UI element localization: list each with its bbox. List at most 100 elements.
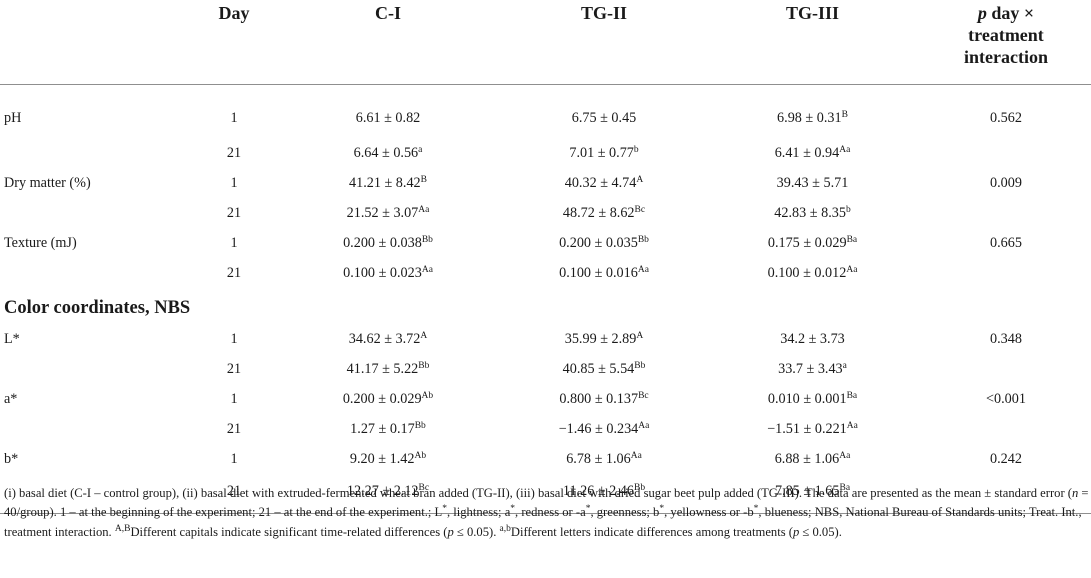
tg2-cell-superscript: b <box>633 145 639 155</box>
c1-cell-value: 6.64 ± 0.56 <box>353 145 419 161</box>
tg3-cell-superscript: a <box>842 361 847 371</box>
c1-cell-superscript: A <box>420 331 428 341</box>
parameter-cell: L* <box>4 331 20 347</box>
table-row: 21 21.52 ± 3.07Aa 48.72 ± 8.62Bc 42.83 ± 8.… <box>0 199 1091 229</box>
table-footnote: (i) basal diet (C-I – control group), (i… <box>4 484 1089 542</box>
p-interaction-cell <box>921 355 1091 385</box>
tg2-cell-value: 48.72 ± 8.62 <box>562 205 635 221</box>
parameter-cell: b* <box>4 451 19 467</box>
header-day: Day <box>190 0 272 85</box>
p-interaction-cell: 0.665 <box>990 235 1022 251</box>
header-parameter <box>0 0 190 85</box>
tg3-cell: 34.2 ± 3.73 <box>704 325 921 355</box>
header-row: Day C-I TG-II TG-III p day × treatment int… <box>0 0 1091 85</box>
c1-cell-superscript: a <box>418 145 423 155</box>
day-cell: 1 <box>230 235 238 251</box>
p-interaction-cell: 0.562 <box>990 110 1022 126</box>
c1-cell-superscript: Aa <box>418 205 430 215</box>
footnote-p: p <box>447 524 454 539</box>
section-title: Color coordinates, NBS <box>4 298 191 318</box>
tg2-cell-superscript: Aa <box>637 265 649 275</box>
table-row: b* 1 9.20 ± 1.42Ab 6.78 ± 1.06Aa 6.88 ± 1.06… <box>0 445 1091 475</box>
tg2-cell-value: 0.200 ± 0.035 <box>559 235 638 251</box>
tg2-cell-value: 7.01 ± 0.77 <box>569 145 634 161</box>
tg3-cell: 6.98 ± 0.31B <box>704 84 921 139</box>
tg2-cell: 0.100 ± 0.016Aa <box>504 259 704 289</box>
c1-cell-value: 6.61 ± 0.82 <box>355 110 421 126</box>
p-interaction-cell <box>921 199 1091 229</box>
c1-cell: 21.52 ± 3.07Aa <box>272 199 504 229</box>
p-interaction-cell: 0.348 <box>990 331 1022 347</box>
p-interaction-cell <box>921 474 1091 514</box>
tg3-cell: −1.51 ± 0.221Aa <box>704 415 921 445</box>
day-cell: 1 <box>230 110 238 126</box>
c1-cell: 34.62 ± 3.72A <box>272 325 504 355</box>
tg3-cell-value: 33.7 ± 3.43 <box>778 361 843 377</box>
tg2-cell-superscript: A <box>636 331 644 341</box>
tg2-cell-value: 35.99 ± 2.89 <box>564 331 637 347</box>
tg2-cell: −1.46 ± 0.234Aa <box>504 415 704 445</box>
footnote-text: Different capitals indicate significant … <box>130 524 448 539</box>
header-p-symbol: p <box>977 3 987 23</box>
parameter-cell <box>0 415 190 445</box>
tg3-cell: 7.85 ± 1.65Ba <box>704 474 921 514</box>
c1-cell: 6.61 ± 0.82 <box>272 84 504 139</box>
day-cell: 1 <box>230 451 238 467</box>
c1-cell: 41.21 ± 8.42B <box>272 169 504 199</box>
tg3-cell-superscript: Ba <box>846 391 858 401</box>
tg2-cell: 6.75 ± 0.45 <box>504 84 704 139</box>
day-cell: 21 <box>226 265 242 281</box>
c1-cell-value: 9.20 ± 1.42 <box>349 451 415 467</box>
tg3-cell-value: −1.51 ± 0.221 <box>767 421 847 437</box>
footnote-sup: A,B <box>114 523 131 534</box>
header-p-line2: treatment <box>968 25 1044 45</box>
header-c1: C-I <box>272 0 504 85</box>
footnote-text: , redness or -a <box>515 505 586 520</box>
tg3-cell-superscript: Ba <box>839 483 851 493</box>
tg2-cell: 0.800 ± 0.137Bc <box>504 385 704 415</box>
tg2-cell-superscript: Bc <box>634 205 646 215</box>
tg2-cell-value: 40.85 ± 5.54 <box>562 361 635 377</box>
parameter-cell <box>0 259 190 289</box>
tg2-cell-superscript: A <box>636 175 644 185</box>
tg2-cell: 40.85 ± 5.54Bb <box>504 355 704 385</box>
day-cell: 21 <box>190 474 272 514</box>
c1-cell: 0.200 ± 0.038Bb <box>272 229 504 259</box>
day-cell: 1 <box>230 175 238 191</box>
tg3-cell-superscript: Aa <box>846 265 858 275</box>
p-interaction-cell: 0.009 <box>990 175 1022 191</box>
parameter-cell <box>0 139 190 169</box>
c1-cell: 0.100 ± 0.023Aa <box>272 259 504 289</box>
footnote-n: n <box>1071 486 1079 500</box>
tg2-cell-value: 0.800 ± 0.137 <box>559 391 639 407</box>
tg2-cell-value: −1.46 ± 0.234 <box>558 421 639 437</box>
day-cell: 1 <box>230 391 238 407</box>
c1-cell: 0.200 ± 0.029Ab <box>272 385 504 415</box>
parameter-cell: Dry matter (%) <box>4 175 91 191</box>
c1-cell: 9.20 ± 1.42Ab <box>272 445 504 475</box>
table-row: 21 1.27 ± 0.17Bb −1.46 ± 0.234Aa −1.51 ± 0.… <box>0 415 1091 445</box>
tg3-cell: 0.010 ± 0.001Ba <box>704 385 921 415</box>
tg3-cell-superscript: Aa <box>839 145 851 155</box>
table-row: 21 12.27 ± 2.12Bc 11.26 ± 2.46Bb 7.85 ± 1.6… <box>0 474 1091 514</box>
table-row: 21 41.17 ± 5.22Bb 40.85 ± 5.54Bb 33.7 ± 3.4… <box>0 355 1091 385</box>
c1-cell-superscript: Bb <box>421 235 433 245</box>
tg3-cell-value: 7.85 ± 1.65 <box>774 483 840 499</box>
footnote-text: (i) basal diet (C-I – control group), (i… <box>4 486 1072 500</box>
footnote-text: Different letters indicate differences a… <box>510 524 793 539</box>
footnote-p: p <box>792 524 800 539</box>
c1-cell-value: 0.200 ± 0.029 <box>342 391 422 407</box>
tg3-cell-value: 6.41 ± 0.94 <box>774 145 840 161</box>
c1-cell-value: 34.62 ± 3.72 <box>348 331 421 347</box>
tg3-cell: 0.100 ± 0.012Aa <box>704 259 921 289</box>
tg3-cell-superscript: Aa <box>839 451 851 461</box>
footnote-sup: * <box>510 504 516 515</box>
c1-cell: 12.27 ± 2.12Bc <box>272 474 504 514</box>
c1-cell-value: 12.27 ± 2.12 <box>346 483 419 499</box>
tg3-cell-value: 34.2 ± 3.73 <box>780 331 845 347</box>
c1-cell-superscript: Ab <box>414 451 427 461</box>
footnote-sup: * <box>753 504 759 515</box>
day-cell: 21 <box>226 145 242 161</box>
tg3-cell: 39.43 ± 5.71 <box>704 169 921 199</box>
